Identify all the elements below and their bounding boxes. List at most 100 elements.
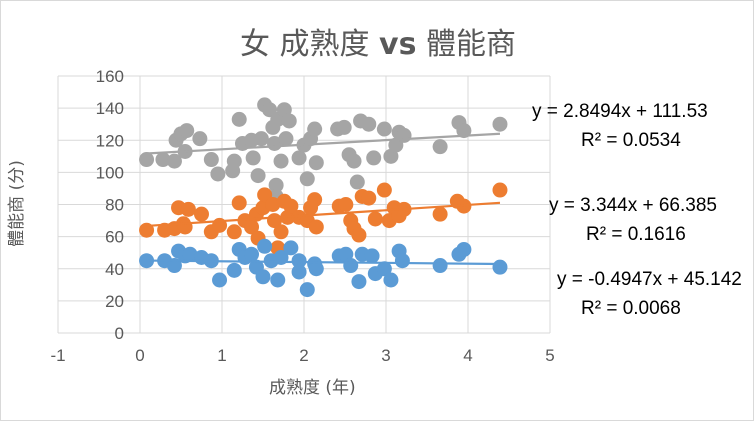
title-vs: vs xyxy=(379,27,417,62)
data-point-blue xyxy=(291,253,307,269)
data-point-gray xyxy=(281,113,297,129)
data-point-gray xyxy=(192,131,208,147)
trendline-orange xyxy=(146,201,501,228)
data-point-orange xyxy=(180,201,196,217)
data-point-orange xyxy=(367,211,383,227)
data-point-orange xyxy=(226,224,242,240)
data-point-blue xyxy=(492,259,508,275)
data-point-orange xyxy=(283,198,299,214)
data-point-orange xyxy=(307,192,323,208)
trendline-blue xyxy=(146,259,500,266)
data-point-gray xyxy=(245,150,261,166)
data-point-blue xyxy=(456,241,472,257)
x-axis-label: 成熟度 (年) xyxy=(269,378,356,398)
y-tick-label: 60 xyxy=(105,228,124,247)
trend-r2-blue: R² = 0.0068 xyxy=(581,298,681,319)
data-point-orange xyxy=(361,190,377,206)
trend-r2-gray: R² = 0.0534 xyxy=(581,130,681,151)
data-point-orange xyxy=(244,219,260,235)
data-point-gray xyxy=(366,150,382,166)
data-point-blue xyxy=(270,272,286,288)
data-point-gray xyxy=(299,171,315,187)
data-point-gray xyxy=(231,111,247,127)
x-tick-label: 5 xyxy=(545,346,554,365)
data-point-blue xyxy=(291,264,307,280)
data-point-blue xyxy=(351,274,367,290)
data-point-blue xyxy=(338,246,354,262)
data-point-orange xyxy=(177,219,193,235)
data-point-gray xyxy=(203,152,219,168)
data-point-gray xyxy=(361,116,377,132)
trend-r2-orange: R² = 0.1616 xyxy=(586,224,686,245)
data-point-blue xyxy=(343,258,359,274)
data-point-orange xyxy=(376,182,392,198)
y-tick-label: 80 xyxy=(105,196,124,215)
data-point-orange xyxy=(351,227,367,243)
data-point-blue xyxy=(376,261,392,277)
data-point-gray xyxy=(276,102,292,118)
data-point-gray xyxy=(307,121,323,137)
trendline-gray xyxy=(146,132,501,155)
x-tick-label: 1 xyxy=(217,346,226,365)
data-point-gray xyxy=(346,153,362,169)
data-point-gray xyxy=(139,152,155,168)
data-point-blue xyxy=(255,269,271,285)
data-point-blue xyxy=(283,240,299,256)
y-tick-label: 0 xyxy=(115,324,124,343)
data-point-gray xyxy=(432,139,448,155)
data-point-gray xyxy=(166,153,182,169)
data-point-gray xyxy=(291,150,307,166)
x-tick-label: 4 xyxy=(463,346,472,365)
y-tick-label: 20 xyxy=(105,292,124,311)
data-point-gray xyxy=(492,116,508,132)
data-point-blue xyxy=(257,238,273,254)
data-point-blue xyxy=(244,246,260,262)
y-tick-label: 100 xyxy=(96,163,124,182)
title-suffix: 體能商 xyxy=(416,27,517,62)
data-point-gray xyxy=(376,121,392,137)
data-point-gray xyxy=(396,127,412,143)
trend-equation-blue: y = -0.4947x + 45.142 xyxy=(557,269,742,290)
x-tick-label: 0 xyxy=(135,346,144,365)
data-point-blue xyxy=(432,258,448,274)
y-tick-label: 160 xyxy=(96,67,124,86)
data-point-blue xyxy=(226,262,242,278)
trend-equation-orange: y = 3.344x + 66.385 xyxy=(549,195,717,216)
data-point-blue xyxy=(212,272,228,288)
data-point-blue xyxy=(299,282,315,298)
data-point-gray xyxy=(253,131,269,147)
data-point-blue xyxy=(182,246,198,262)
data-point-orange xyxy=(194,206,209,222)
data-point-orange xyxy=(338,197,354,212)
data-point-orange xyxy=(273,224,289,240)
data-point-blue xyxy=(308,261,324,277)
data-point-blue xyxy=(394,253,410,269)
y-tick-label: 120 xyxy=(96,131,124,150)
data-point-orange xyxy=(432,206,448,222)
data-point-gray xyxy=(155,152,171,168)
chart-title: 女 成熟度 vs 體能商 xyxy=(1,19,753,63)
x-tick-label: 2 xyxy=(299,346,308,365)
data-point-gray xyxy=(273,153,289,169)
data-point-blue xyxy=(364,248,380,264)
y-axis-label: 體能商 (分) xyxy=(6,160,27,247)
trend-equation-gray: y = 2.8494x + 111.53 xyxy=(532,101,708,122)
data-point-orange xyxy=(231,195,247,211)
data-point-gray xyxy=(456,123,472,139)
y-tick-label: 140 xyxy=(96,99,124,118)
data-point-orange xyxy=(265,197,281,212)
data-point-gray xyxy=(210,166,226,182)
x-tick-label: -1 xyxy=(50,346,65,365)
data-point-gray xyxy=(349,174,365,190)
data-point-orange xyxy=(492,182,508,198)
data-point-gray xyxy=(179,123,195,139)
data-point-gray xyxy=(226,153,242,169)
data-point-gray xyxy=(308,155,324,171)
data-point-blue xyxy=(383,272,399,288)
y-tick-label: 40 xyxy=(105,260,124,279)
data-point-gray xyxy=(268,177,284,193)
data-point-orange xyxy=(308,219,324,235)
data-point-gray xyxy=(278,131,294,147)
